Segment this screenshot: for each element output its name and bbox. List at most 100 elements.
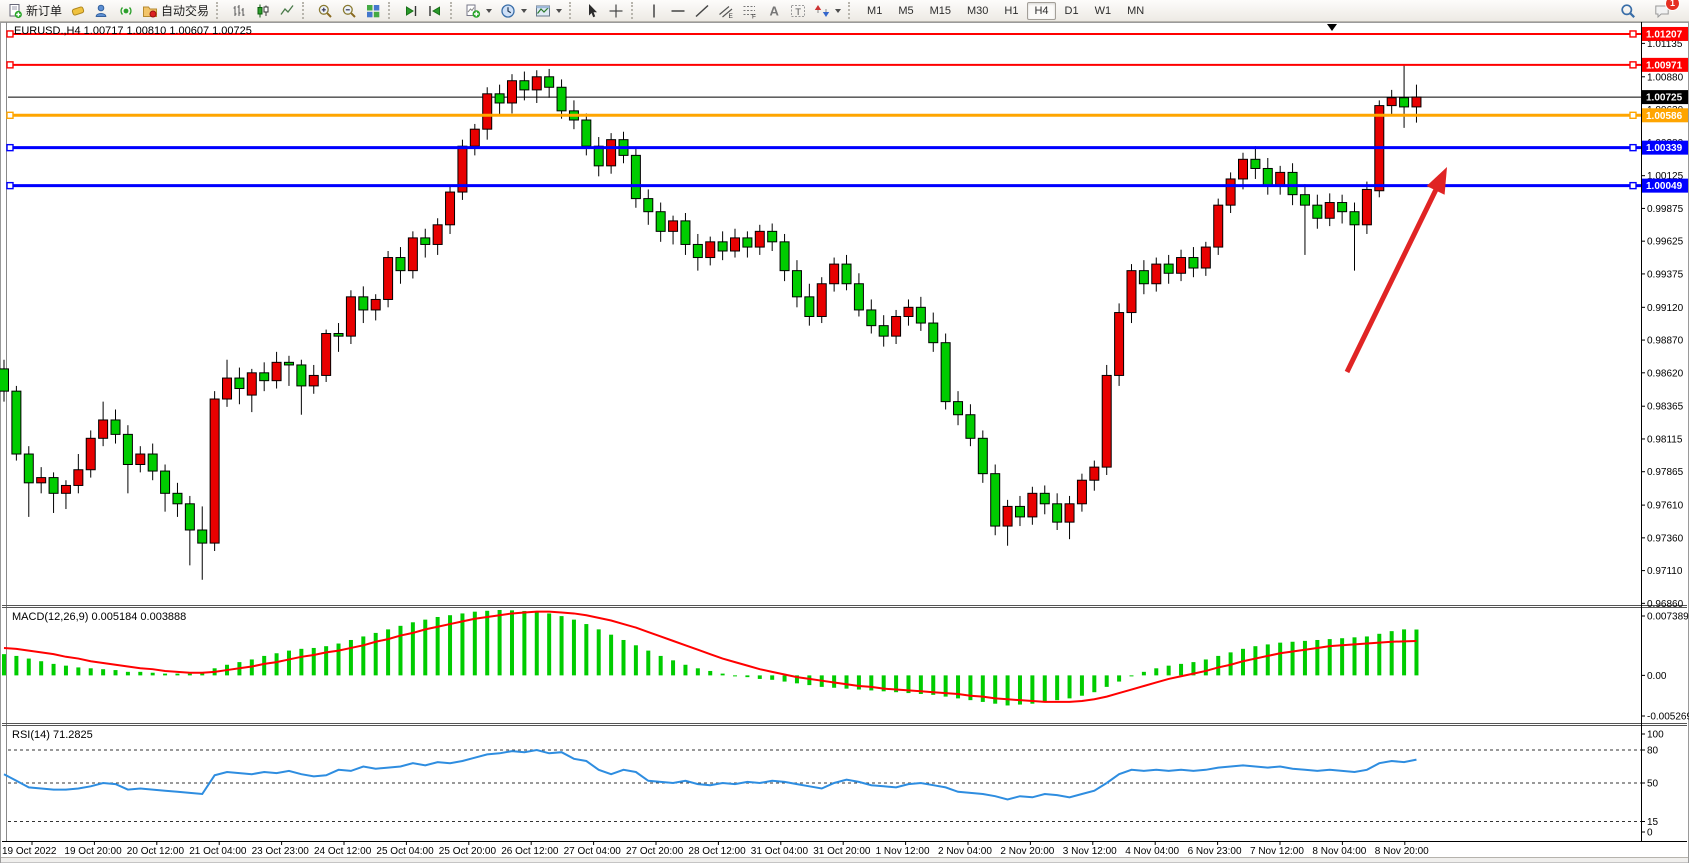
arrows-button[interactable]: [810, 0, 845, 22]
trendline-button[interactable]: [690, 0, 714, 22]
toolbar-left-group: 新订单 自动交易 E F A T M1 M5 M15 M30 H1 H4 D1 W1 MN: [3, 0, 1152, 22]
chart-shift-button[interactable]: [423, 0, 447, 22]
macd-bar: [1203, 659, 1208, 676]
time-tick-label: 25 Oct 04:00: [376, 846, 434, 857]
signals-button[interactable]: [90, 0, 114, 22]
bear-candle: [1250, 158, 1261, 169]
new-order-button[interactable]: 新订单: [3, 0, 66, 22]
metaeditor-button[interactable]: [66, 0, 90, 22]
macd-bar: [274, 653, 279, 676]
level-line-handle[interactable]: [1629, 30, 1637, 38]
level-line-handle[interactable]: [6, 143, 14, 152]
text-label-button[interactable]: T: [786, 0, 810, 22]
timeframe-m30-button[interactable]: M30: [967, 4, 989, 17]
level-line-handle[interactable]: [1629, 181, 1637, 190]
macd-bar: [931, 675, 936, 695]
macd-bar: [745, 675, 750, 678]
level-line-handle[interactable]: [1629, 143, 1637, 152]
candlestick-series: [0, 64, 1422, 580]
rsi-tick-label: 50: [1647, 779, 1659, 790]
timeframe-m5-button[interactable]: M5: [898, 4, 914, 17]
bear-candle: [556, 86, 567, 112]
toolbar-right-group: 1: [1616, 0, 1686, 22]
price-badge-1.00586-text: 1.00586: [1646, 111, 1683, 122]
bull-candle: [1151, 263, 1162, 285]
timeframe-mn-button[interactable]: MN: [1127, 4, 1145, 17]
equidistant-channel-button[interactable]: E: [714, 0, 738, 22]
chart-line-button[interactable]: [275, 0, 299, 22]
timeframe-w1-button[interactable]: W1: [1094, 4, 1112, 17]
level-line-handle[interactable]: [6, 30, 14, 38]
macd-bar: [1117, 675, 1122, 682]
macd-bar: [1067, 675, 1072, 699]
auto-scroll-icon: [403, 3, 419, 19]
chevron-down-icon: [521, 8, 528, 13]
time-axis[interactable]: 19 Oct 2022 19 Oct 20:00 20 Oct 12:00 21 Oc…: [2, 841, 1429, 857]
timeframe-m1-button[interactable]: M1: [867, 4, 883, 17]
toolbar-separator: [848, 2, 854, 19]
bear-candle: [692, 243, 703, 259]
horizontal-line-button[interactable]: [666, 0, 690, 22]
rsi-label: RSI(14) 71.2825: [12, 729, 93, 741]
bear-candle: [680, 220, 691, 245]
templates-button[interactable]: [531, 0, 566, 22]
bull-candle: [1200, 246, 1211, 269]
bear-candle: [1163, 263, 1174, 274]
macd-signal-line: [3, 610, 1417, 703]
tile-windows-button[interactable]: [361, 0, 385, 22]
toolbar-separator: [302, 2, 308, 19]
macd-bar: [906, 675, 911, 694]
timeframe-h4-button[interactable]: H4: [1027, 1, 1056, 20]
bear-candle: [791, 270, 802, 298]
time-tick-label: 8 Nov 04:00: [1312, 846, 1366, 857]
level-line-handle[interactable]: [1629, 61, 1637, 69]
level-line-handle[interactable]: [6, 181, 14, 190]
rsi-tick-label: 0: [1647, 828, 1653, 839]
chart-candles-button[interactable]: [251, 0, 275, 22]
text-button[interactable]: A: [762, 0, 786, 22]
bear-candle: [494, 93, 505, 104]
bear-candle: [655, 211, 666, 232]
macd-tick-label: 0.007389: [1647, 612, 1689, 623]
chart-bars-button[interactable]: [227, 0, 251, 22]
bear-candle: [1052, 503, 1063, 523]
news-button[interactable]: [114, 0, 138, 22]
zoom-in-button[interactable]: [313, 0, 337, 22]
timeframe-d1-button[interactable]: D1: [1064, 4, 1079, 17]
search-button[interactable]: [1616, 0, 1640, 22]
bull-candle: [1386, 97, 1397, 107]
macd-bar: [435, 616, 440, 676]
price-axis[interactable]: 1.011351.008801.006301.003801.001250.998…: [1641, 39, 1689, 839]
autotrading-button[interactable]: 自动交易: [138, 0, 213, 22]
auto-scroll-button[interactable]: [399, 0, 423, 22]
vertical-line-icon: [646, 3, 662, 19]
crosshair-button[interactable]: [604, 0, 628, 22]
macd-bar: [509, 610, 514, 676]
chart-end-marker[interactable]: [1327, 24, 1337, 31]
vertical-line-button[interactable]: [642, 0, 666, 22]
cursor-button[interactable]: [580, 0, 604, 22]
macd-bar: [1166, 665, 1171, 676]
timeframe-h1-button[interactable]: H1: [1004, 4, 1019, 17]
timeframe-m15-button[interactable]: M15: [929, 4, 951, 17]
bull-candle: [705, 241, 716, 259]
time-tick-label: 7 Nov 12:00: [1250, 846, 1304, 857]
macd-bar: [1340, 638, 1345, 676]
level-line-handle[interactable]: [6, 111, 14, 119]
zoom-out-button[interactable]: [337, 0, 361, 22]
level-line-handle[interactable]: [1629, 111, 1637, 119]
macd-bar: [757, 675, 762, 679]
bull-candle: [73, 469, 84, 486]
fibonacci-button[interactable]: F: [738, 0, 762, 22]
macd-bar: [1352, 637, 1357, 676]
level-line-handle[interactable]: [6, 61, 14, 69]
notifications-button[interactable]: 1: [1650, 0, 1680, 22]
price-badge-1.00049: [1642, 178, 1688, 193]
macd-bar: [163, 673, 168, 676]
trend-arrow-annotation[interactable]: [1344, 167, 1447, 374]
macd-bar: [1377, 633, 1382, 676]
time-tick-label: 4 Nov 04:00: [1125, 846, 1179, 857]
indicators-button[interactable]: [461, 0, 496, 22]
periods-button[interactable]: [496, 0, 531, 22]
